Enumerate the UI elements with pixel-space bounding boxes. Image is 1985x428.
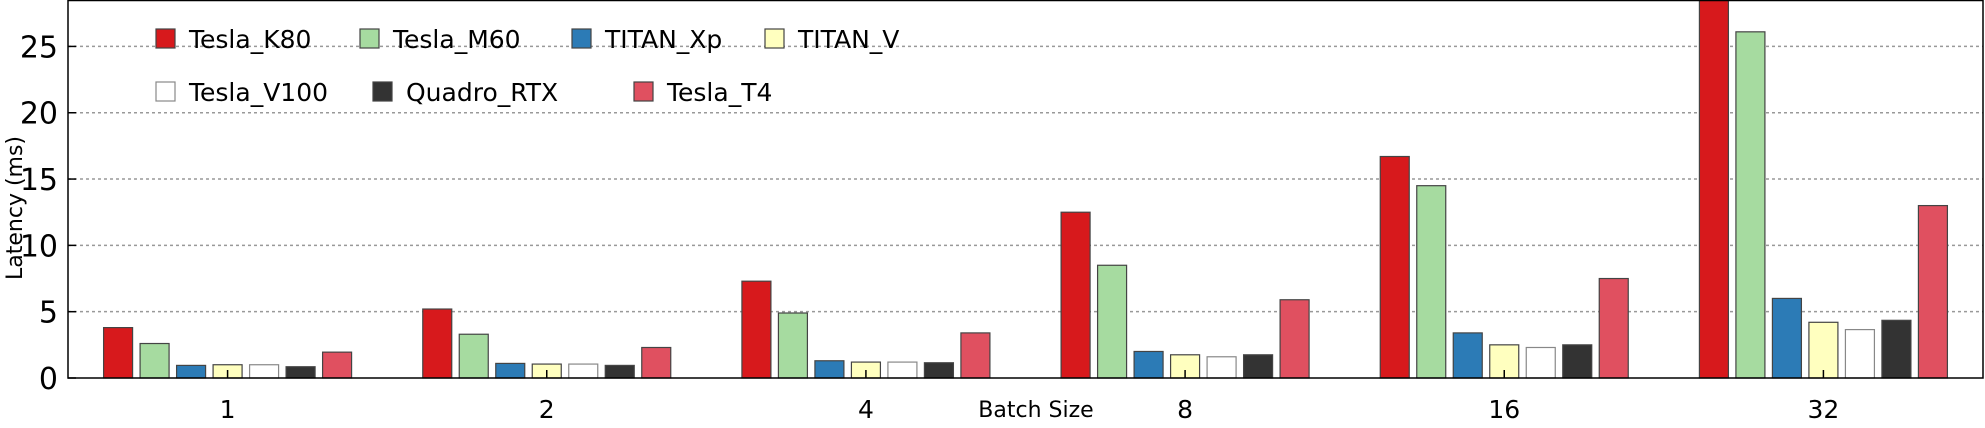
bar-Tesla_K80-1 — [102, 327, 134, 379]
legend-label-TITAN_Xp: TITAN_Xp — [604, 25, 722, 54]
bar-Tesla_T4-32 — [1917, 204, 1949, 379]
bars — [102, 0, 1949, 379]
bar-Tesla_V100-1 — [248, 364, 280, 379]
x-tick-label: 16 — [1488, 395, 1520, 424]
bar-Quadro_RTX-4 — [923, 362, 955, 379]
x-tick-label: 4 — [858, 395, 874, 424]
bar-Tesla_K80-32 — [1698, 0, 1730, 379]
bar-Tesla_K80-8 — [1060, 211, 1091, 379]
bar-TITAN_Xp-1 — [175, 364, 207, 379]
y-tick-label: 15 — [20, 163, 58, 198]
bar-Tesla_M60-2 — [458, 333, 489, 379]
legend-label-Tesla_M60: Tesla_M60 — [392, 25, 521, 54]
legend-swatch-Quadro_RTX — [372, 81, 393, 102]
bar-Tesla_V100-32 — [1844, 328, 1876, 379]
x-tick-label: 8 — [1177, 395, 1193, 424]
bar-TITAN_Xp-8 — [1133, 350, 1164, 379]
bar-Quadro_RTX-2 — [604, 364, 635, 379]
y-ticks: 0 5 10 15 20 25 — [20, 30, 76, 397]
x-axis-title: Batch Size — [978, 398, 1093, 423]
legend-swatch-TITAN_V — [764, 28, 785, 49]
legend-swatch-Tesla_M60 — [359, 28, 380, 49]
y-tick-label: 25 — [20, 30, 58, 65]
y-axis-title: Latency (ms) — [3, 136, 28, 280]
y-tick-label: 10 — [20, 229, 58, 264]
bar-Quadro_RTX-1 — [285, 366, 316, 379]
x-ticks: 1 2 4 8 16 32 — [220, 370, 1840, 424]
bar-Quadro_RTX-8 — [1242, 354, 1274, 379]
bar-Tesla_M60-8 — [1096, 264, 1128, 379]
bar-TITAN_Xp-2 — [495, 362, 526, 379]
legend-label-TITAN_V: TITAN_V — [797, 25, 899, 54]
bar-Tesla_M60-1 — [139, 342, 170, 379]
bar-Tesla_K80-16 — [1379, 155, 1410, 379]
legend-swatch-Tesla_T4 — [633, 81, 654, 102]
bar-Tesla_V100-4 — [887, 361, 918, 379]
legend-label-Quadro_RTX: Quadro_RTX — [406, 78, 558, 107]
legend-label-Tesla_T4: Tesla_T4 — [666, 78, 772, 107]
y-tick-label: 5 — [39, 296, 58, 331]
bar-Quadro_RTX-16 — [1562, 344, 1593, 379]
bar-Tesla_M60-4 — [777, 312, 809, 379]
legend-label-Tesla_V100: Tesla_V100 — [188, 78, 328, 107]
bar-TITAN_Xp-16 — [1452, 332, 1483, 379]
bar-Tesla_T4-2 — [641, 346, 672, 379]
bar-Tesla_T4-4 — [960, 332, 991, 379]
axes — [67, 0, 1984, 379]
bar-Quadro_RTX-32 — [1881, 319, 1912, 379]
gridlines — [68, 45, 1983, 313]
bar-Tesla_K80-2 — [422, 308, 453, 379]
legend-label-Tesla_K80: Tesla_K80 — [188, 25, 311, 54]
x-tick-label: 1 — [220, 395, 236, 424]
bar-Tesla_V100-16 — [1525, 346, 1556, 379]
bar-TITAN_V-32 — [1808, 321, 1839, 379]
y-tick-label: 20 — [20, 97, 58, 132]
bar-Tesla_K80-4 — [741, 280, 772, 379]
bar-TITAN_Xp-4 — [814, 360, 845, 379]
legend: Tesla_K80 Tesla_M60 TITAN_Xp TITAN_V Tesla_V… — [155, 25, 899, 107]
bar-Tesla_T4-1 — [321, 351, 353, 379]
bar-Tesla_V100-2 — [568, 363, 599, 379]
bar-Tesla_M60-16 — [1416, 185, 1447, 379]
legend-swatch-Tesla_K80 — [155, 28, 176, 49]
bar-Tesla_T4-16 — [1598, 277, 1629, 379]
bar-TITAN_Xp-32 — [1771, 297, 1803, 379]
bar-Tesla_T4-8 — [1279, 299, 1310, 379]
bar-Tesla_V100-8 — [1206, 356, 1237, 379]
x-tick-label: 2 — [539, 395, 555, 424]
x-tick-label: 32 — [1808, 395, 1840, 424]
plot-frame — [67, 0, 1984, 379]
legend-swatch-TITAN_Xp — [571, 28, 592, 49]
legend-swatch-Tesla_V100 — [155, 81, 176, 102]
y-tick-label: 0 — [39, 362, 58, 397]
bar-Tesla_M60-32 — [1735, 31, 1766, 379]
